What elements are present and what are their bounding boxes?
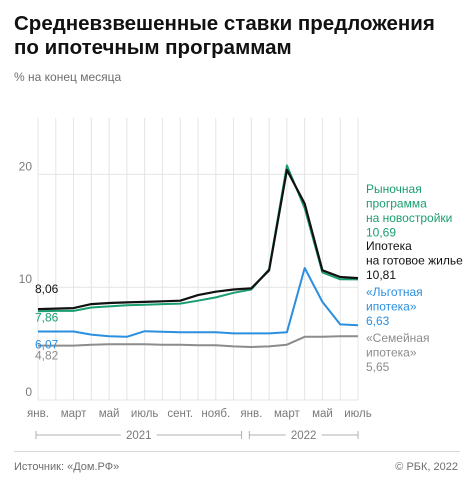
grid: 0 10 20: [19, 118, 359, 401]
chart-title: Средневзвешенные ставки предложения по и…: [14, 12, 435, 59]
series-name-market: Рыночная программа на новостройки: [366, 182, 452, 225]
series-line-secondary: [37, 168, 359, 311]
start-value-label-family: 4,82: [35, 349, 59, 363]
end-value-label-market: 10,69: [366, 226, 396, 240]
x-tick-label: март: [274, 408, 300, 420]
source-note: Источник: «Дом.РФ»: [14, 461, 120, 473]
series-labels: 4,826,07 7,86 8,06 «Семейная ипотека»5,65 «Ль…: [35, 182, 463, 374]
x-tick-label: янв.: [27, 408, 49, 420]
footer-divider: [14, 451, 460, 452]
x-tick-label: янв.: [240, 408, 262, 420]
y-tick-label: 0: [25, 385, 32, 399]
series-line-family: [38, 335, 358, 348]
start-value-label-market: 7,86: [35, 310, 59, 324]
series-name-secondary: Ипотека на готовое жилье: [366, 239, 463, 268]
y-tick-label: 20: [19, 159, 33, 173]
series-line-market: [37, 164, 359, 313]
x-tick-label: июль: [344, 408, 372, 420]
start-value-label-preferential: 6,07: [35, 338, 59, 352]
end-value-label-family: 5,65: [366, 360, 390, 374]
end-value-label-secondary: 10,81: [366, 268, 396, 282]
series-lines: [37, 164, 359, 348]
chart-subtitle: % на конец месяца: [14, 70, 122, 84]
series-name-family: «Семейная ипотека»: [366, 331, 429, 360]
year-label: 2022: [291, 430, 317, 442]
x-tick-label: май: [312, 408, 333, 420]
series-line-preferential: [38, 267, 359, 338]
x-tick-label: нояб.: [201, 408, 230, 420]
copyright-note: © РБК, 2022: [395, 461, 458, 473]
x-tick-label: июль: [131, 408, 159, 420]
y-tick-label: 10: [19, 272, 33, 286]
series-name-preferential: «Льготная ипотека»: [366, 285, 423, 314]
x-tick-label: сент.: [167, 408, 193, 420]
end-value-label-preferential: 6,63: [366, 314, 390, 328]
x-tick-label: май: [99, 408, 120, 420]
year-label-bg: [120, 427, 157, 443]
year-label: 2021: [126, 430, 152, 442]
start-value-label-secondary: 8,06: [35, 282, 59, 296]
x-axis: янв. март май июль сент. нояб. янв. март май июль…: [27, 408, 372, 443]
x-tick-label: март: [61, 408, 87, 420]
year-label-bg: [285, 427, 322, 443]
